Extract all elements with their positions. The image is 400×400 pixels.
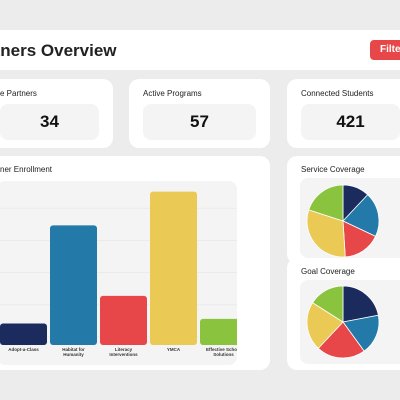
pie-slice-2[interactable] [342, 314, 380, 352]
goal-coverage-title: Goal Coverage [301, 267, 355, 276]
service-coverage-title: Service Coverage [301, 165, 365, 174]
page-title: rtners Overview [0, 41, 117, 60]
x-tick-label: Habitat for [62, 347, 85, 352]
pie-slice-4[interactable] [306, 302, 344, 349]
stat-card-partners: e Partners 34 [0, 79, 113, 148]
stat-label: e Partners [0, 89, 37, 98]
stat-value: 57 [143, 104, 256, 140]
service-pie-chart [306, 184, 380, 258]
pie-slice-2[interactable] [342, 194, 380, 237]
x-tick-label: Interventions [109, 352, 138, 357]
pie-slice-5[interactable] [312, 285, 344, 323]
bar-2[interactable] [50, 225, 97, 345]
bar-4[interactable] [150, 191, 197, 345]
pie-slice-3[interactable] [317, 321, 365, 359]
pie-slice-5[interactable] [308, 184, 344, 222]
goal-pie-chart [306, 285, 380, 359]
x-tick-label: Literacy [115, 347, 133, 352]
bar-1[interactable] [0, 323, 47, 345]
filter-button[interactable]: Filte [370, 40, 400, 60]
bar-5[interactable] [200, 318, 247, 345]
x-tick-label: Solutions [213, 352, 234, 357]
bar-3[interactable] [100, 295, 147, 345]
stat-card-students: Connected Students 421 [287, 79, 400, 148]
pie-slice-1[interactable] [342, 285, 379, 323]
stat-label: Active Programs [143, 89, 202, 98]
enrollment-card: ner Enrollment Adopt-a-Class Habitat for H… [0, 156, 270, 370]
goal-chart-box [300, 280, 400, 364]
x-tick-label: Effective School [206, 347, 237, 352]
goal-coverage-card: Goal Coverage [287, 258, 400, 370]
service-chart-box [300, 178, 400, 258]
stat-card-programs: Active Programs 57 [129, 79, 270, 148]
enrollment-title: ner Enrollment [0, 165, 53, 174]
x-tick-label: Adopt-a-Class [8, 347, 39, 352]
x-tick-label: Humanity [63, 352, 84, 357]
stat-value: 34 [0, 104, 99, 140]
pie-slice-4[interactable] [306, 209, 346, 258]
header-bar: rtners Overview [0, 30, 400, 70]
stat-label: Connected Students [301, 89, 374, 98]
service-coverage-card: Service Coverage [287, 156, 400, 264]
enrollment-chart-box: Adopt-a-Class Habitat for Humanity Literacy… [0, 181, 247, 365]
stat-value: 421 [301, 104, 400, 140]
x-tick-label: YMCA [167, 347, 181, 352]
